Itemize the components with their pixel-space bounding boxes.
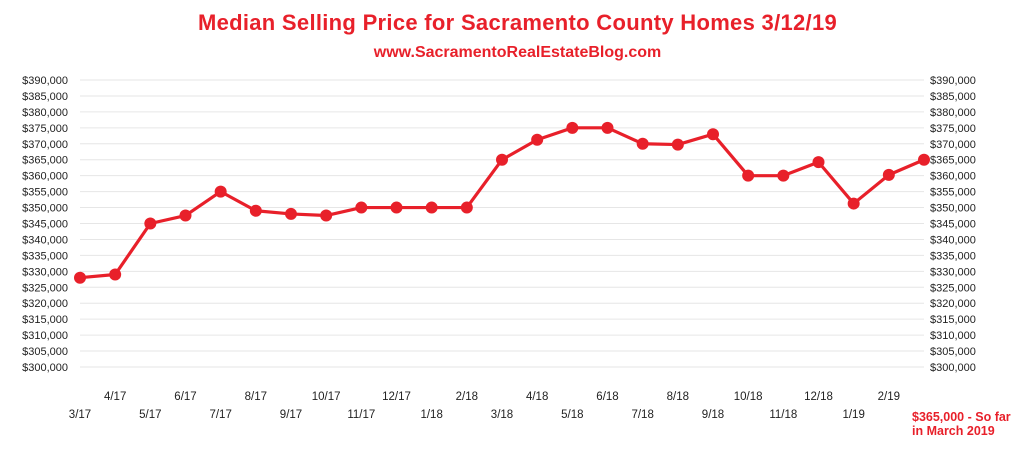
y-tick-label-right: $340,000 — [930, 234, 976, 246]
y-tick-label-left: $335,000 — [22, 250, 68, 262]
y-tick-label-left: $320,000 — [22, 298, 68, 310]
y-tick-label-right: $350,000 — [930, 203, 976, 215]
x-tick-label: 7/17 — [209, 409, 231, 421]
data-point — [566, 121, 579, 134]
y-tick-label-right: $385,000 — [930, 91, 976, 103]
gridlines — [80, 79, 924, 368]
x-tick-label: 9/18 — [702, 409, 724, 421]
series-line-group — [74, 121, 930, 284]
y-tick-label-left: $365,000 — [22, 155, 68, 167]
data-point — [320, 209, 333, 222]
x-tick-label: 1/18 — [420, 409, 442, 421]
x-tick-label: 12/18 — [804, 391, 833, 403]
data-point — [601, 121, 614, 134]
annotation-line-2: in March 2019 — [912, 424, 995, 438]
y-tick-label-right: $380,000 — [930, 107, 976, 119]
y-tick-label-left: $350,000 — [22, 203, 68, 215]
x-tick-label: 10/17 — [312, 391, 341, 403]
y-tick-label-left: $380,000 — [22, 107, 68, 119]
data-point — [636, 137, 649, 150]
data-point — [707, 128, 719, 141]
data-point — [496, 153, 508, 166]
y-tick-label-left: $310,000 — [22, 330, 68, 342]
y-tick-label-left: $325,000 — [22, 282, 68, 294]
x-tick-label: 3/18 — [491, 409, 513, 421]
data-point — [109, 268, 122, 281]
y-tick-label-left: $300,000 — [22, 362, 68, 374]
y-tick-label-left: $315,000 — [22, 314, 68, 326]
data-point — [531, 133, 544, 146]
x-tick-label: 5/18 — [561, 409, 583, 421]
x-tick-label: 6/18 — [596, 391, 618, 403]
y-tick-label-left: $385,000 — [22, 91, 68, 103]
data-point — [812, 156, 825, 169]
y-tick-label-left: $330,000 — [22, 266, 68, 278]
y-axis-left: $300,000 $305,000 $310,000 $315,000 $320,000… — [22, 75, 68, 374]
data-point — [74, 271, 86, 284]
x-tick-label: 3/17 — [69, 409, 91, 421]
x-tick-label: 1/19 — [842, 409, 864, 421]
chart-title: Median Selling Price for Sacramento Coun… — [197, 10, 838, 35]
x-tick-label: 8/17 — [245, 391, 267, 403]
y-tick-label-left: $305,000 — [22, 346, 68, 358]
annotation-line-1: $365,000 - So far — [912, 410, 1011, 424]
data-point — [882, 168, 895, 181]
data-point — [847, 197, 860, 210]
x-tick-label: 11/17 — [347, 409, 375, 421]
y-tick-label-right: $320,000 — [930, 298, 976, 310]
y-tick-label-left: $370,000 — [22, 139, 68, 151]
data-point — [179, 209, 192, 222]
data-point — [918, 153, 930, 166]
y-tick-label-left: $345,000 — [22, 219, 68, 231]
x-tick-label: 8/18 — [667, 391, 689, 403]
x-tick-label: 4/17 — [104, 391, 126, 403]
x-tick-label: 7/18 — [631, 409, 653, 421]
data-point — [777, 169, 790, 182]
data-point — [355, 201, 368, 214]
y-tick-label-right: $360,000 — [930, 171, 976, 183]
data-point — [214, 185, 227, 198]
x-tick-label: 11/18 — [769, 409, 797, 421]
chart-subtitle: www.SacramentoRealEstateBlog.com — [373, 44, 662, 61]
y-tick-label-right: $375,000 — [930, 123, 976, 135]
data-point — [671, 138, 684, 151]
y-tick-label-left: $360,000 — [22, 171, 68, 183]
x-tick-label: 6/17 — [174, 391, 196, 403]
data-point — [460, 201, 473, 214]
y-tick-label-right: $300,000 — [930, 362, 976, 374]
x-tick-label: 10/18 — [734, 391, 763, 403]
data-point — [742, 169, 755, 182]
y-tick-label-right: $390,000 — [930, 75, 976, 87]
y-tick-label-left: $390,000 — [22, 75, 68, 87]
y-tick-label-right: $335,000 — [930, 250, 976, 262]
y-tick-label-left: $355,000 — [22, 187, 68, 199]
y-tick-label-right: $345,000 — [930, 219, 976, 231]
y-tick-label-left: $340,000 — [22, 234, 68, 246]
y-tick-label-left: $375,000 — [22, 123, 68, 135]
y-tick-label-right: $310,000 — [930, 330, 976, 342]
y-tick-label-right: $305,000 — [930, 346, 976, 358]
data-point — [425, 201, 438, 214]
y-tick-label-right: $355,000 — [930, 187, 976, 199]
y-tick-label-right: $365,000 — [930, 155, 976, 167]
data-point — [249, 204, 262, 217]
y-tick-label-right: $315,000 — [930, 314, 976, 326]
data-point — [285, 207, 297, 220]
x-tick-label: 12/17 — [382, 391, 411, 403]
x-tick-label: 4/18 — [526, 391, 548, 403]
y-axis-right: $300,000 $305,000 $310,000 $315,000 $320,000… — [930, 75, 976, 374]
x-tick-label: 2/18 — [456, 391, 478, 403]
x-tick-label: 5/17 — [139, 409, 161, 421]
x-tick-label: 2/19 — [878, 391, 900, 403]
x-tick-label: 9/17 — [280, 409, 302, 421]
march-annotation: $365,000 - So far in March 2019 — [912, 410, 1011, 438]
y-tick-label-right: $325,000 — [930, 282, 976, 294]
data-point — [390, 201, 403, 214]
data-point — [144, 217, 157, 230]
y-tick-label-right: $370,000 — [930, 139, 976, 151]
y-tick-label-right: $330,000 — [930, 266, 976, 278]
x-axis: 3/17 4/17 5/17 6/17 7/17 8/17 9/17 10/17 11/17 12… — [69, 391, 900, 421]
